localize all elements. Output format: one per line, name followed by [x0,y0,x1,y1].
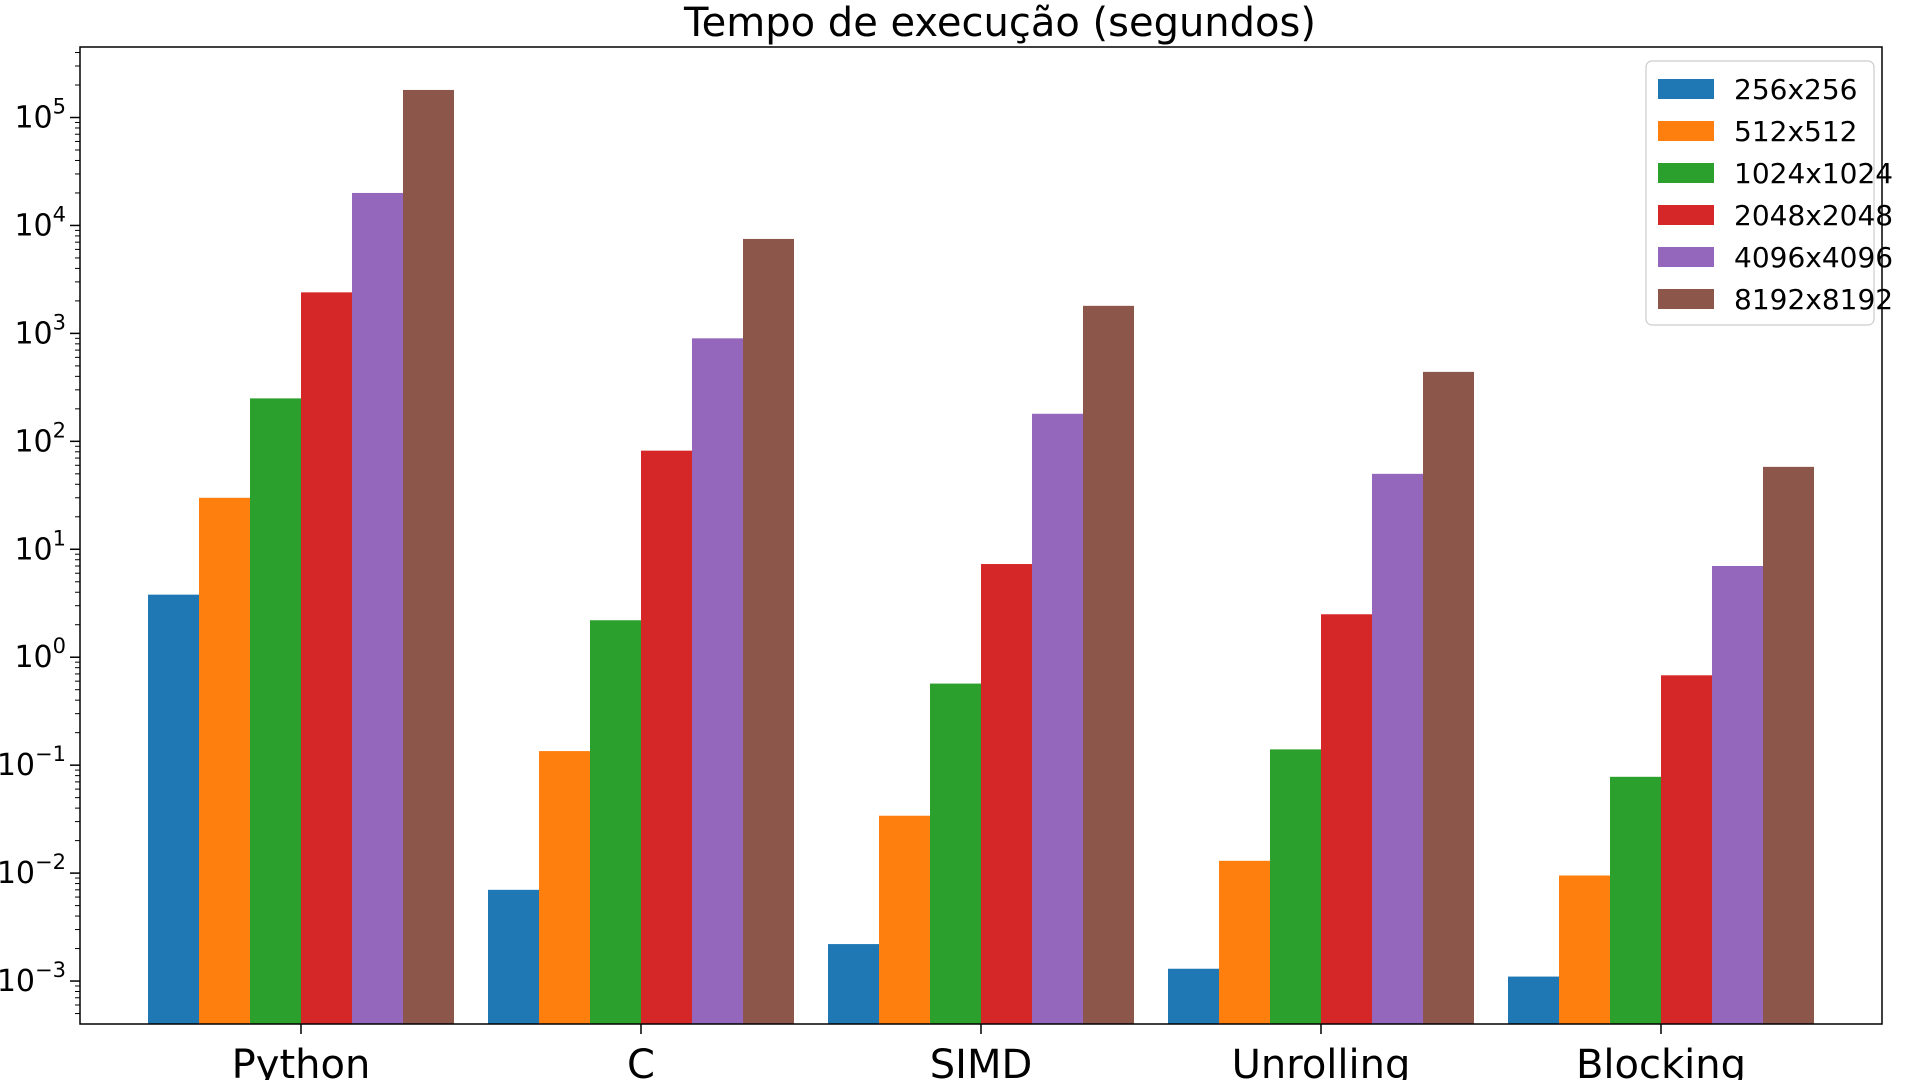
y-tick-label: 100 [14,634,66,675]
bar-simd-256x256 [828,944,879,1024]
x-tick-label-python: Python [232,1042,371,1080]
y-tick-label: 102 [14,418,66,459]
legend-label-256x256: 256x256 [1734,73,1857,106]
bar-blocking-1024x1024 [1610,776,1661,1024]
bar-python-2048x2048 [301,292,352,1025]
legend-label-512x512: 512x512 [1734,115,1857,148]
bar-unrolling-512x512 [1219,860,1270,1024]
bar-simd-2048x2048 [981,564,1032,1024]
bar-c-2048x2048 [641,450,692,1024]
bar-blocking-4096x4096 [1712,566,1763,1024]
x-axis: Python C SIMD Unrolling Blocking [232,1024,1746,1080]
y-tick-label: 101 [14,526,66,567]
bar-python-1024x1024 [250,398,301,1024]
bar-blocking-512x512 [1559,875,1610,1024]
legend-swatch-256x256 [1658,79,1714,99]
bar-blocking-2048x2048 [1661,675,1712,1024]
legend-swatch-8192x8192 [1658,289,1714,309]
legend: 256x256 512x512 1024x1024 2048x2048 4096x409… [1645,60,1893,326]
bar-simd-1024x1024 [930,683,981,1024]
bar-c-8192x8192 [743,238,794,1024]
bar-unrolling-1024x1024 [1270,749,1321,1024]
x-tick-label-c: C [627,1042,655,1080]
legend-swatch-4096x4096 [1658,247,1714,267]
bar-simd-4096x4096 [1032,413,1083,1024]
bar-c-256x256 [488,889,539,1024]
y-axis: 10−3 10−2 10−1 100 101 102 103 104 105 [0,52,80,1015]
bar-unrolling-8192x8192 [1423,371,1474,1024]
x-tick-label-simd: SIMD [930,1042,1033,1080]
legend-swatch-512x512 [1658,121,1714,141]
bar-c-512x512 [539,751,590,1024]
bar-blocking-256x256 [1508,976,1559,1024]
x-tick-label-blocking: Blocking [1576,1042,1746,1080]
bar-python-512x512 [199,497,250,1024]
legend-label-2048x2048: 2048x2048 [1734,199,1893,232]
bar-simd-8192x8192 [1083,305,1134,1025]
bar-c-1024x1024 [590,620,641,1024]
chart-title: Tempo de execução (segundos) [683,0,1316,46]
bar-c-4096x4096 [692,338,743,1025]
legend-label-8192x8192: 8192x8192 [1734,283,1893,316]
bar-unrolling-2048x2048 [1321,614,1372,1024]
y-tick-label: 103 [14,310,66,351]
y-tick-label: 10−1 [0,742,66,783]
y-tick-label: 10−3 [0,958,66,999]
y-tick-label: 104 [14,202,66,243]
legend-label-1024x1024: 1024x1024 [1734,157,1893,190]
bar-python-8192x8192 [403,89,454,1024]
bar-unrolling-4096x4096 [1372,473,1423,1025]
legend-label-4096x4096: 4096x4096 [1734,241,1893,274]
bar-unrolling-256x256 [1168,968,1219,1024]
bar-python-4096x4096 [352,192,403,1024]
y-tick-label: 105 [14,95,66,136]
bar-blocking-8192x8192 [1763,466,1814,1024]
legend-swatch-2048x2048 [1658,205,1714,225]
bar-simd-512x512 [879,815,930,1024]
x-tick-label-unrolling: Unrolling [1232,1042,1411,1080]
bar-python-256x256 [148,594,199,1024]
y-tick-label: 10−2 [0,850,66,891]
legend-swatch-1024x1024 [1658,163,1714,183]
bars-group [148,89,1814,1025]
